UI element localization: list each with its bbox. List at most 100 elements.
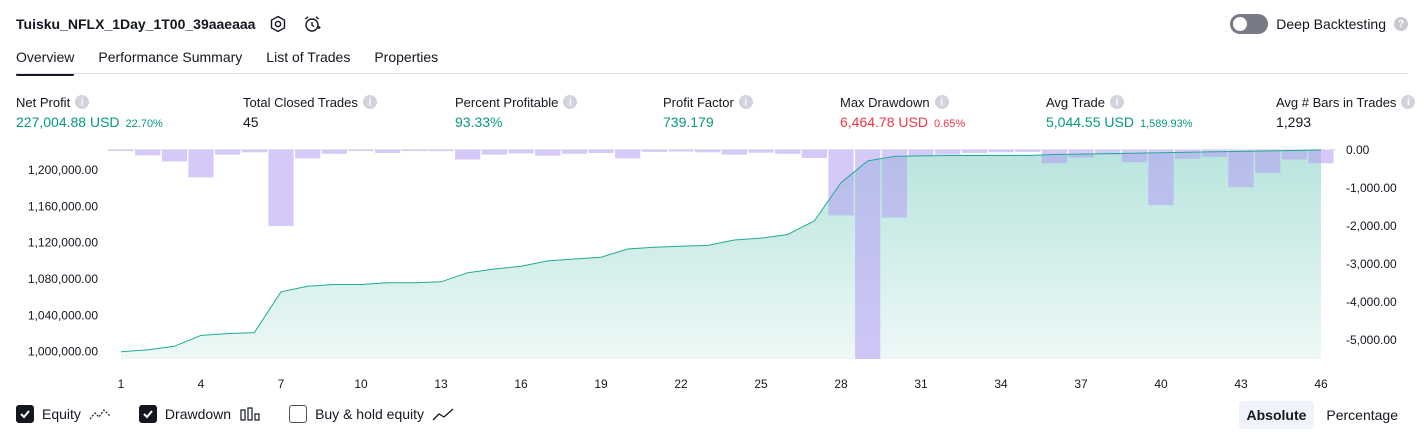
metric-value: 93.33% bbox=[455, 114, 503, 130]
checkbox-unchecked[interactable] bbox=[289, 405, 308, 423]
equity-tick-label: 1,040,000.00 bbox=[28, 308, 98, 322]
info-icon[interactable]: i bbox=[934, 95, 949, 109]
chart-legend: Equity Drawdown Buy & hold equity bbox=[16, 402, 454, 426]
drawdown-bar bbox=[721, 150, 747, 155]
metrics-row: Net Profit i 227,004.88 USD 22.70% Total C… bbox=[0, 94, 1424, 134]
metric-value: 227,004.88 USD bbox=[16, 114, 120, 130]
drawdown-bar bbox=[348, 150, 374, 151]
metric-value: 739.179 bbox=[663, 114, 714, 130]
drawdown-bar bbox=[775, 150, 801, 154]
drawdown-bar bbox=[908, 150, 934, 157]
trade-number-axis: 1 4 7 10 13 16 19 22 25 28 31 34 37 40 43 46 bbox=[118, 377, 1328, 391]
tab-overview[interactable]: Overview bbox=[16, 46, 75, 76]
percentage-button[interactable]: Percentage bbox=[1326, 407, 1398, 423]
x-tick-label: 7 bbox=[278, 377, 285, 391]
drawdown-bar bbox=[961, 150, 987, 153]
metric-avg-trade: Avg Trade i 5,044.55 USD 1,589.93% bbox=[1046, 94, 1193, 131]
drawdown-bar bbox=[988, 150, 1014, 153]
info-icon[interactable]: i bbox=[75, 95, 90, 109]
drawdown-bar bbox=[935, 150, 961, 155]
drawdown-bar bbox=[215, 150, 241, 155]
drawdown-bar bbox=[1148, 150, 1174, 206]
drawdown-checkbox[interactable]: Drawdown bbox=[138, 405, 261, 423]
drawdown-bar bbox=[748, 150, 774, 153]
equity-area bbox=[121, 150, 1321, 359]
metric-sub-value: 22.70% bbox=[125, 118, 163, 130]
add-alert-icon[interactable] bbox=[301, 13, 323, 35]
drawdown-bar bbox=[321, 150, 347, 154]
metric-total-closed-trades: Total Closed Trades i 45 bbox=[243, 94, 377, 130]
drawdown-bar bbox=[401, 150, 427, 151]
metric-percent-profitable: Percent Profitable i 93.33% bbox=[455, 94, 578, 130]
drawdown-bar bbox=[1281, 150, 1307, 160]
drawdown-bar bbox=[561, 150, 587, 154]
info-icon[interactable]: i bbox=[563, 95, 578, 109]
strategy-title: Tuisku_NFLX_1Day_1T00_39aaeaaa bbox=[16, 16, 256, 32]
checkbox-checked[interactable] bbox=[16, 405, 34, 423]
drawdown-bar bbox=[1255, 150, 1281, 173]
report-tabs: Overview Performance Summary List of Tra… bbox=[16, 46, 438, 76]
x-tick-label: 25 bbox=[754, 377, 768, 391]
drawdown-bar bbox=[188, 150, 214, 178]
drawdown-tick-label: -4,000.00 bbox=[1346, 295, 1397, 309]
tab-performance-summary[interactable]: Performance Summary bbox=[98, 49, 243, 65]
equity-checkbox[interactable]: Equity bbox=[16, 405, 111, 423]
help-icon[interactable]: ? bbox=[1394, 17, 1408, 31]
info-icon[interactable]: i bbox=[1110, 95, 1125, 109]
metric-label: Percent Profitable bbox=[455, 94, 559, 110]
drawdown-bars bbox=[108, 150, 1334, 359]
drawdown-bar bbox=[1228, 150, 1254, 188]
equity-tick-label: 1,080,000.00 bbox=[28, 272, 98, 286]
drawdown-tick-label: -1,000.00 bbox=[1346, 181, 1397, 195]
drawdown-bar bbox=[615, 150, 641, 159]
tab-properties[interactable]: Properties bbox=[374, 49, 439, 65]
drawdown-tick-label: -5,000.00 bbox=[1346, 333, 1397, 347]
absolute-button[interactable]: Absolute bbox=[1238, 401, 1315, 429]
metric-net-profit: Net Profit i 227,004.88 USD 22.70% bbox=[16, 94, 163, 131]
drawdown-bar bbox=[135, 150, 161, 156]
drawdown-bar bbox=[641, 150, 667, 152]
drawdown-bar bbox=[855, 150, 881, 359]
scale-toggle: Absolute Percentage bbox=[1238, 401, 1407, 429]
x-tick-label: 10 bbox=[354, 377, 368, 391]
drawdown-bar bbox=[508, 150, 534, 154]
x-tick-label: 31 bbox=[914, 377, 928, 391]
strategy-header: Tuisku_NFLX_1Day_1T00_39aaeaaa bbox=[16, 12, 323, 36]
metric-label: Max Drawdown bbox=[840, 94, 930, 110]
equity-tick-label: 1,000,000.00 bbox=[28, 345, 98, 359]
x-tick-label: 40 bbox=[1154, 377, 1168, 391]
equity-label: Equity bbox=[42, 406, 81, 422]
drawdown-bar bbox=[1201, 150, 1227, 157]
info-icon[interactable]: i bbox=[362, 95, 377, 109]
equity-drawdown-chart[interactable]: 1,000,000.00 1,040,000.00 1,080,000.00 1,12… bbox=[0, 138, 1424, 400]
equity-axis: 1,000,000.00 1,040,000.00 1,080,000.00 1,12… bbox=[28, 163, 98, 359]
deep-backtesting-label: Deep Backtesting bbox=[1276, 16, 1386, 32]
equity-tick-label: 1,160,000.00 bbox=[28, 199, 98, 213]
settings-icon[interactable] bbox=[267, 13, 289, 35]
x-tick-label: 4 bbox=[198, 377, 205, 391]
metric-value: 5,044.55 USD bbox=[1046, 114, 1134, 130]
x-tick-label: 43 bbox=[1234, 377, 1248, 391]
buy-hold-label: Buy & hold equity bbox=[315, 406, 425, 422]
deep-backtesting-toggle[interactable] bbox=[1230, 14, 1269, 34]
info-icon[interactable]: i bbox=[738, 95, 753, 109]
checkbox-checked[interactable] bbox=[138, 405, 157, 423]
drawdown-tick-label: -2,000.00 bbox=[1346, 219, 1397, 233]
metric-value: 6,464.78 USD bbox=[840, 114, 928, 130]
drawdown-label: Drawdown bbox=[164, 406, 232, 422]
x-tick-label: 22 bbox=[674, 377, 688, 391]
tab-list-of-trades[interactable]: List of Trades bbox=[266, 49, 351, 65]
metric-label: Net Profit bbox=[16, 94, 71, 110]
metric-sub-value: 1,589.93% bbox=[1139, 118, 1193, 130]
x-tick-label: 13 bbox=[434, 377, 448, 391]
drawdown-bar bbox=[268, 150, 294, 226]
x-tick-label: 34 bbox=[994, 377, 1008, 391]
drawdown-bar bbox=[455, 150, 481, 160]
drawdown-tick-label: 0.00 bbox=[1346, 143, 1370, 157]
buy-hold-checkbox[interactable]: Buy & hold equity bbox=[289, 405, 454, 423]
drawdown-bar bbox=[588, 150, 614, 153]
metric-value: 1,293 bbox=[1276, 114, 1312, 130]
drawdown-bar bbox=[108, 150, 134, 151]
drawdown-bar bbox=[428, 150, 454, 152]
info-icon[interactable]: i bbox=[1401, 95, 1416, 109]
